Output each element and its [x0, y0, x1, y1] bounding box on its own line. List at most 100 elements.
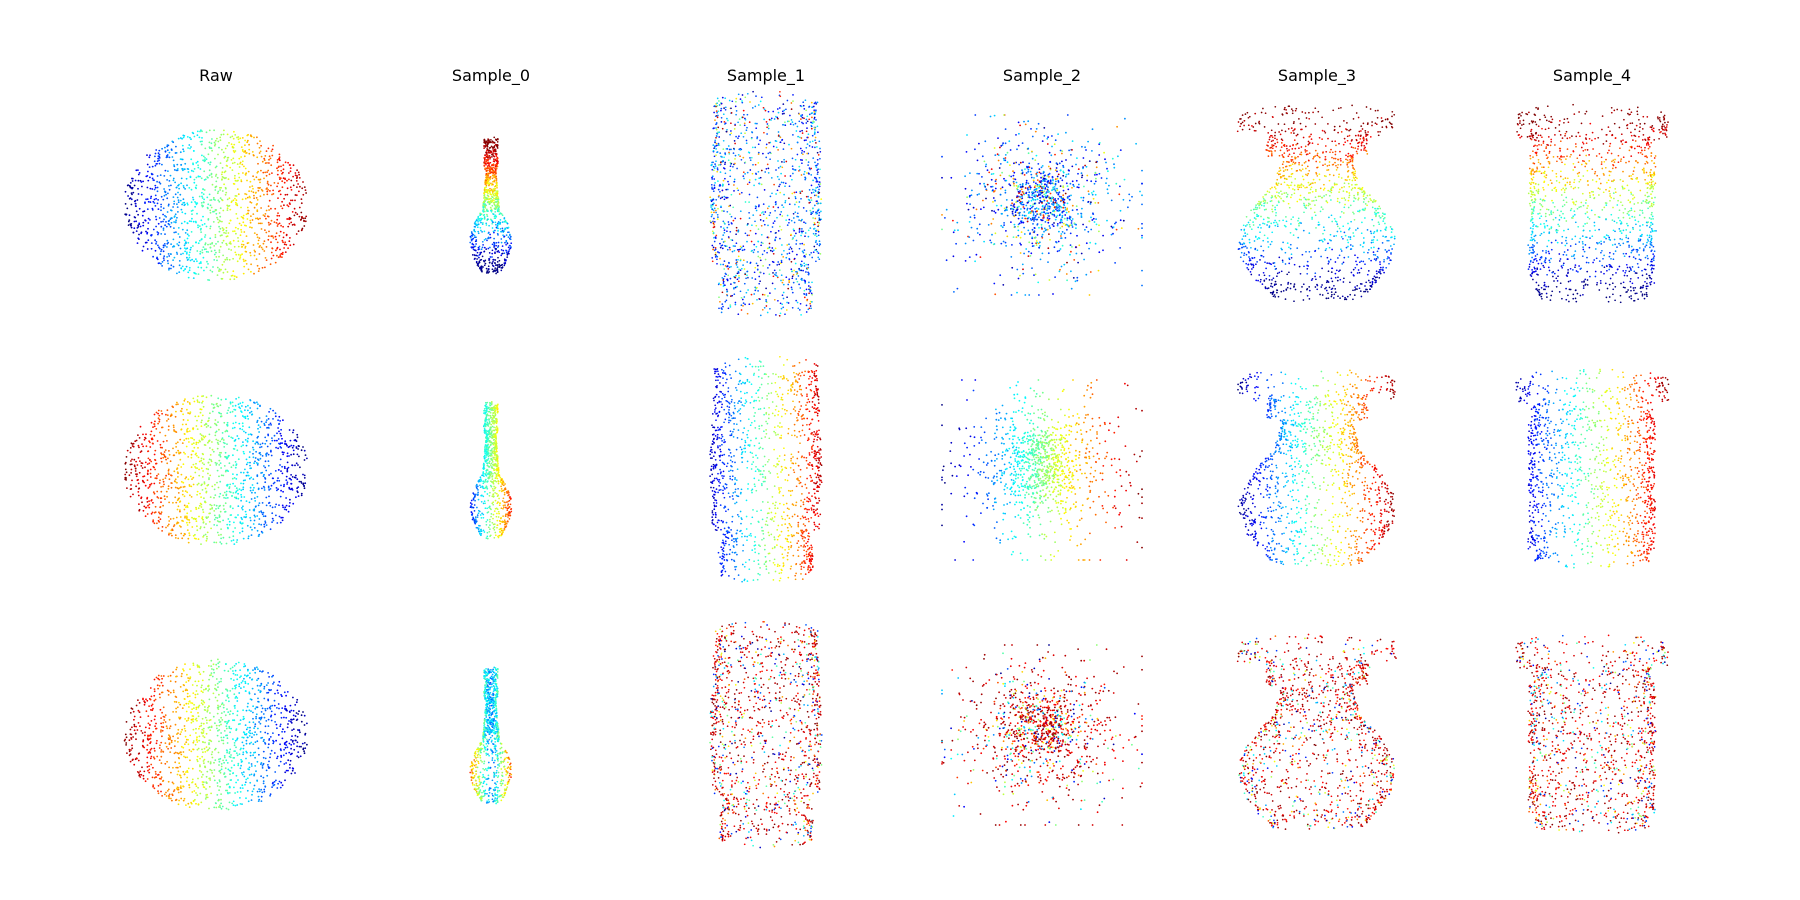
point: [201, 239, 203, 241]
point: [278, 215, 280, 217]
point: [817, 152, 819, 154]
point: [720, 108, 722, 110]
point: [1028, 152, 1030, 154]
point: [161, 148, 163, 150]
point: [183, 135, 185, 137]
point: [777, 189, 779, 191]
point: [814, 195, 816, 197]
point: [485, 222, 487, 224]
point: [1070, 154, 1072, 156]
point: [734, 158, 736, 160]
point: [1031, 167, 1033, 169]
point: [214, 143, 216, 145]
point: [484, 181, 486, 183]
point: [789, 259, 791, 261]
point: [293, 185, 295, 187]
point: [1073, 259, 1075, 261]
point: [767, 295, 769, 297]
point: [773, 184, 775, 186]
point: [807, 143, 809, 145]
point: [746, 142, 748, 144]
point: [798, 166, 800, 168]
point: [494, 211, 496, 213]
point: [245, 260, 247, 262]
point: [492, 227, 494, 229]
point: [1361, 283, 1363, 285]
point: [1099, 142, 1101, 144]
point: [711, 165, 713, 167]
point: [1373, 254, 1375, 256]
point: [737, 266, 739, 268]
point: [163, 255, 165, 257]
point: [473, 249, 475, 251]
point: [777, 160, 779, 162]
point: [294, 208, 296, 210]
point: [747, 223, 749, 225]
point: [186, 253, 188, 255]
point: [758, 206, 760, 208]
point: [486, 148, 488, 150]
point: [280, 231, 282, 233]
point: [135, 169, 137, 171]
point: [491, 253, 493, 255]
point: [248, 149, 250, 151]
point: [1378, 221, 1380, 223]
point: [781, 161, 783, 163]
point: [168, 185, 170, 187]
point: [197, 167, 199, 169]
point: [731, 100, 733, 102]
point: [1321, 138, 1323, 140]
point: [723, 210, 725, 212]
point: [1356, 140, 1358, 142]
point: [1363, 123, 1365, 125]
point: [1341, 197, 1343, 199]
point: [1078, 187, 1080, 189]
point: [1077, 173, 1079, 175]
point: [1369, 198, 1371, 200]
point: [1036, 128, 1038, 130]
point: [194, 179, 196, 181]
point: [810, 252, 812, 254]
point: [204, 159, 206, 161]
point: [160, 204, 162, 206]
point: [158, 156, 160, 158]
point: [487, 192, 489, 194]
point: [787, 100, 789, 102]
point: [783, 182, 785, 184]
point: [160, 174, 162, 176]
point: [163, 257, 165, 259]
point: [155, 243, 157, 245]
point: [744, 132, 746, 134]
point: [727, 265, 729, 267]
point: [818, 196, 820, 198]
point: [1097, 202, 1099, 204]
point: [184, 188, 186, 190]
point: [190, 158, 192, 160]
point: [1013, 181, 1015, 183]
point: [735, 101, 737, 103]
point: [248, 269, 250, 271]
point: [134, 201, 136, 203]
point: [775, 237, 777, 239]
point: [1367, 229, 1369, 231]
point: [1018, 224, 1020, 226]
point: [274, 182, 276, 184]
point: [506, 234, 508, 236]
point: [237, 228, 239, 230]
point: [815, 165, 817, 167]
point: [292, 176, 294, 178]
point: [719, 152, 721, 154]
point: [147, 208, 149, 210]
point: [238, 246, 240, 248]
point: [723, 285, 725, 287]
point: [1055, 241, 1057, 243]
point: [1075, 246, 1077, 248]
point: [1066, 174, 1068, 176]
point: [1028, 169, 1030, 171]
point: [1070, 195, 1072, 197]
point: [723, 281, 725, 283]
point: [267, 182, 269, 184]
point: [1374, 258, 1376, 260]
point: [270, 263, 272, 265]
point: [1030, 255, 1032, 257]
